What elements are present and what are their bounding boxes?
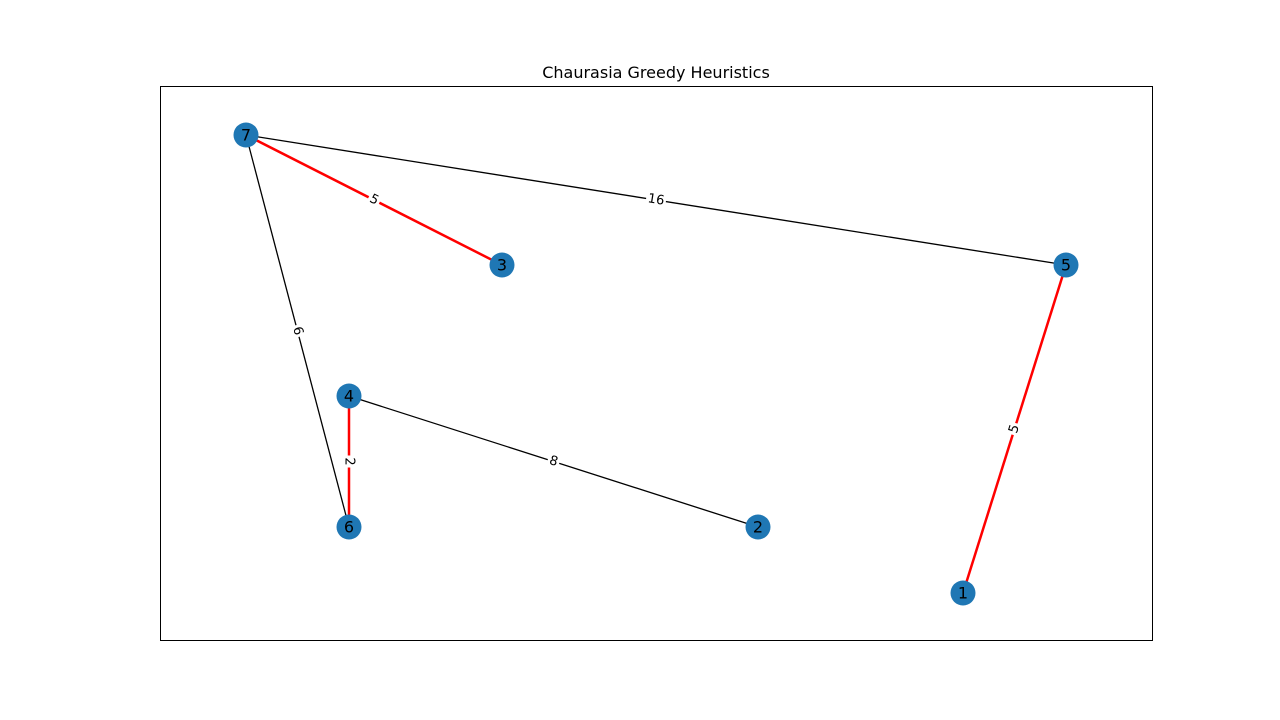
node-label: 4 xyxy=(344,387,354,406)
edge-weight-text: 2 xyxy=(342,457,357,465)
nodes-layer: 7 3 5 4 6 2 1 xyxy=(233,122,1079,606)
node-label: 7 xyxy=(241,126,251,145)
edge-weight-text: 16 xyxy=(647,191,666,208)
node-circle xyxy=(336,514,362,540)
node-4: 4 xyxy=(336,383,362,409)
node-label: 2 xyxy=(753,518,763,537)
node-circle xyxy=(233,122,259,148)
node-label: 6 xyxy=(344,518,354,537)
node-label: 1 xyxy=(958,584,968,603)
node-circle xyxy=(950,580,976,606)
node-circle xyxy=(1053,252,1079,278)
edge-label-7-3: 5 xyxy=(365,190,383,210)
figure-title: Chaurasia Greedy Heuristics xyxy=(542,63,770,82)
node-7: 7 xyxy=(233,122,259,148)
edge-label-background xyxy=(341,455,357,468)
node-6: 6 xyxy=(336,514,362,540)
node-5: 5 xyxy=(1053,252,1079,278)
edge-label-background xyxy=(545,452,562,471)
node-label: 3 xyxy=(497,256,507,275)
edge-weight-text: 6 xyxy=(289,325,306,337)
edge-label-4-2: 8 xyxy=(545,452,562,471)
edge-labels-layer: 5 16 6 2 8 5 xyxy=(288,190,1024,471)
node-3: 3 xyxy=(489,252,515,278)
node-circle xyxy=(336,383,362,409)
node-label: 5 xyxy=(1061,256,1071,275)
edge-label-background xyxy=(1005,420,1024,438)
node-circle xyxy=(489,252,515,278)
edge-label-background xyxy=(644,190,668,210)
edge-label-background xyxy=(365,190,383,210)
edge-label-background xyxy=(288,323,307,339)
edge-label-4-6: 2 xyxy=(341,455,357,468)
edge-label-7-5: 16 xyxy=(644,190,668,210)
node-1: 1 xyxy=(950,580,976,606)
edge-label-7-6: 6 xyxy=(288,323,307,339)
edge-label-5-1: 5 xyxy=(1005,420,1024,438)
plot-frame xyxy=(160,86,1153,641)
node-circle xyxy=(745,514,771,540)
node-2: 2 xyxy=(745,514,771,540)
